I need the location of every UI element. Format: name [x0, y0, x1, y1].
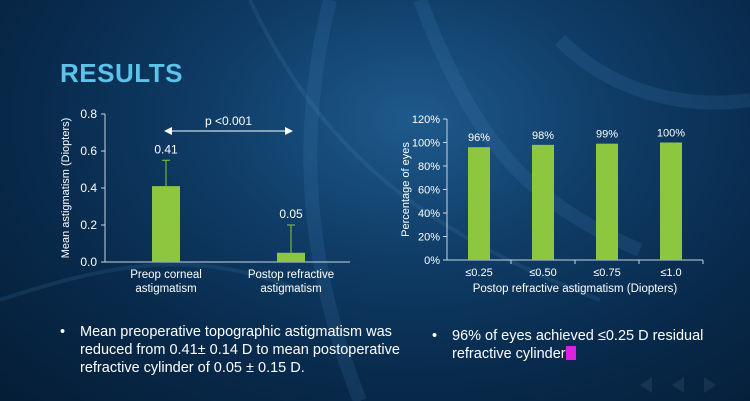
y-tick-label: 120% — [412, 114, 440, 126]
x-tick-label-line: astigmatism — [260, 283, 321, 295]
arrow-head-left — [164, 127, 172, 135]
x-tick-label-line: Postop refractive — [248, 269, 334, 281]
y-tick-label: 0.8 — [80, 107, 97, 121]
y-tick-label: 0.6 — [80, 144, 97, 158]
y-tick-label: 40% — [418, 208, 440, 220]
y-tick-label: 0.2 — [80, 218, 97, 232]
x-tick-label: ≤0.75 — [593, 267, 620, 279]
data-label: 98% — [532, 130, 554, 142]
nav-arrows-decoration — [640, 377, 716, 393]
bullet-right: • 96% of eyes achieved ≤0.25 D residual … — [432, 327, 732, 363]
slide-title: RESULTS — [60, 58, 183, 88]
bar — [660, 142, 682, 260]
data-label: 0.05 — [279, 207, 303, 221]
data-label: 96% — [468, 132, 490, 144]
percentage-of-eyes-bar-chart: 0% 20% 40% 60% 80% 100% 120% Percentage of eyes… — [400, 114, 704, 295]
x-tick-label-line: astigmatism — [135, 283, 196, 295]
bar — [532, 144, 554, 260]
bar — [152, 186, 180, 262]
mean-astigmatism-bar-chart: 0.0 0.2 0.4 0.6 0.8 Mean astigmatism (Diopter… — [60, 107, 350, 295]
y-tick-label: 0.0 — [80, 255, 97, 269]
x-tick-label: ≤0.50 — [529, 267, 556, 279]
y-axis-label: Percentage of eyes — [400, 142, 412, 237]
bullet-right-text: 96% of eyes achieved ≤0.25 D residual re… — [452, 328, 704, 362]
bullet-symbol: • — [60, 324, 66, 340]
data-label: 100% — [657, 128, 685, 140]
x-tick-label: ≤0.25 — [465, 267, 492, 279]
bullet-left: • Mean preoperative topographic astigmat… — [60, 323, 400, 377]
bullet-symbol: • — [432, 328, 438, 344]
y-tick-label: 60% — [418, 185, 440, 197]
bar — [468, 147, 490, 260]
y-tick-label: 80% — [418, 161, 440, 173]
text-cursor — [565, 346, 576, 360]
y-tick-label: 0% — [424, 255, 440, 267]
y-axis-label: Mean astigmatism (Diopters) — [60, 118, 72, 259]
y-tick-label: 100% — [412, 138, 440, 150]
y-tick-label: 0.4 — [80, 181, 97, 195]
x-tick-label: Postop refractive astigmatism — [248, 269, 334, 295]
x-tick-label: Preop corneal astigmatism — [130, 269, 202, 295]
y-tick-label: 20% — [418, 232, 440, 244]
bar — [277, 252, 305, 262]
x-axis-label: Postop refractive astigmatism (Diopters) — [473, 283, 678, 295]
data-label: 0.41 — [154, 142, 178, 156]
arrow-head-right — [285, 127, 293, 135]
bar — [596, 143, 618, 260]
x-tick-label: ≤1.0 — [660, 267, 681, 279]
bullet-left-text: Mean preoperative topographic astigmatis… — [80, 324, 400, 376]
p-value-annotation: p <0.001 — [205, 114, 252, 128]
x-tick-label-line: Preop corneal — [130, 269, 202, 281]
data-label: 99% — [596, 129, 618, 141]
